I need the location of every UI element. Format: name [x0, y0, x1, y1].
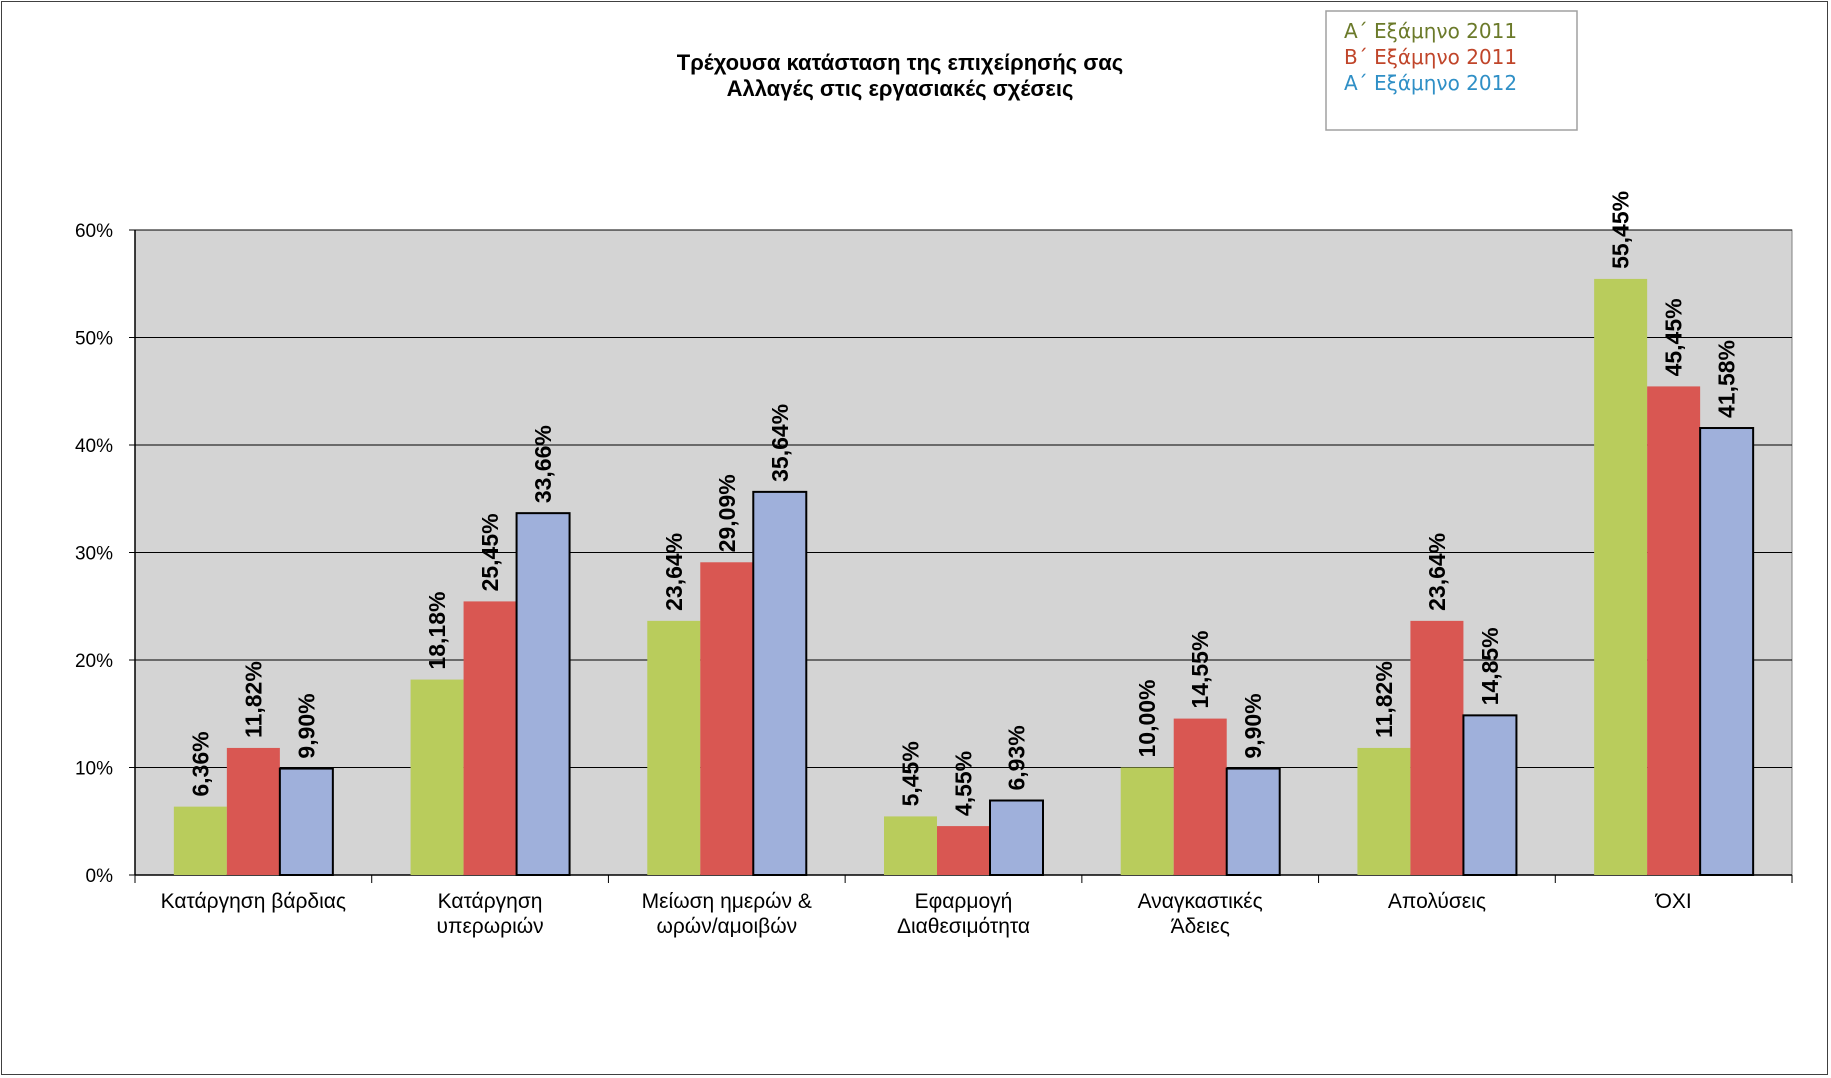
bar: [1462, 714, 1518, 876]
bar: [226, 747, 280, 875]
bar: [937, 826, 990, 875]
data-label: 9,90%: [1240, 693, 1266, 758]
data-label: 18,18%: [424, 592, 450, 670]
category-label: Κατάργηση: [438, 890, 543, 913]
category-label: ΌΧΙ: [1655, 890, 1692, 913]
data-label: 55,45%: [1608, 191, 1634, 269]
bar: [1173, 718, 1227, 875]
category-label: Απολύσεις: [1388, 890, 1486, 913]
bar: [1699, 427, 1755, 876]
data-label: 25,45%: [477, 513, 503, 591]
bar: [173, 806, 227, 875]
category-label: υπερωριών: [436, 915, 543, 938]
data-label: 11,82%: [1371, 661, 1397, 738]
bar: [1225, 767, 1281, 877]
data-label: 23,64%: [1424, 533, 1450, 611]
category-label: ωρών/αμοιβών: [656, 915, 797, 938]
y-tick-label: 0%: [86, 866, 114, 887]
y-tick-label: 40%: [75, 436, 113, 457]
bar: [410, 679, 464, 875]
bar: [884, 816, 937, 875]
bar: [1410, 620, 1464, 875]
bar: [1120, 767, 1174, 875]
category-label: Κατάργηση βάρδιας: [161, 890, 346, 913]
legend-entry: Α΄ Εξάμηνο 2011: [1344, 19, 1517, 43]
y-tick-label: 30%: [75, 544, 113, 565]
bar: [989, 799, 1044, 876]
data-label: 5,45%: [898, 741, 924, 806]
data-label: 45,45%: [1661, 298, 1687, 376]
bar: [647, 620, 701, 875]
category-label: Άδειες: [1171, 915, 1230, 938]
category-label: Διαθεσιμότητα: [897, 915, 1030, 938]
y-tick-label: 20%: [75, 651, 113, 672]
bar: [1357, 747, 1411, 875]
bar: [700, 562, 754, 875]
y-tick-label: 50%: [75, 329, 113, 350]
legend-entry: Α΄ Εξάμηνο 2012: [1344, 71, 1517, 95]
data-label: 14,85%: [1477, 627, 1503, 705]
data-label: 4,55%: [951, 751, 977, 816]
chart-title: Αλλαγές στις εργασιακές σχέσεις: [727, 76, 1074, 101]
legend-box: [1325, 10, 1578, 131]
legend-entry: Β΄ Εξάμηνο 2011: [1344, 45, 1517, 69]
bar: [1647, 386, 1701, 875]
bar: [463, 601, 517, 875]
bar: [1594, 278, 1648, 876]
data-label: 41,58%: [1714, 340, 1740, 418]
data-label: 11,82%: [240, 661, 266, 738]
data-label: 6,93%: [1004, 725, 1030, 790]
bar: [752, 490, 808, 876]
data-label: 10,00%: [1134, 679, 1160, 757]
data-label: 33,66%: [530, 425, 556, 503]
data-label: 23,64%: [661, 533, 687, 611]
data-label: 6,36%: [187, 731, 213, 796]
data-label: 14,55%: [1187, 631, 1213, 709]
data-label: 35,64%: [767, 404, 793, 482]
chart-title: Τρέχουσα κατάσταση της επιχείρησής σας: [677, 50, 1123, 75]
data-label: 29,09%: [714, 474, 740, 552]
bar: [278, 767, 334, 877]
category-label: Αναγκαστικές: [1138, 890, 1263, 913]
y-tick-label: 10%: [75, 759, 113, 780]
bar: [515, 512, 571, 877]
category-label: Μείωση ημερών &: [642, 890, 812, 913]
category-label: Εφαρμογή: [915, 890, 1013, 913]
data-label: 9,90%: [293, 693, 319, 758]
y-tick-label: 60%: [75, 221, 113, 242]
